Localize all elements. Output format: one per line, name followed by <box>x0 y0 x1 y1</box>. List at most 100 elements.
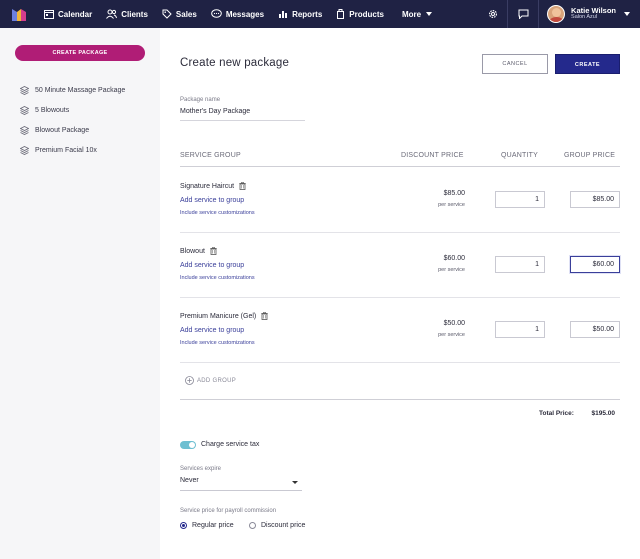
package-item[interactable]: 5 Blowouts <box>20 100 125 120</box>
total-divider <box>180 399 620 400</box>
quantity-input[interactable]: 1 <box>495 191 545 208</box>
create-button[interactable]: CREATE <box>555 54 620 74</box>
chat-bubble-icon <box>518 9 529 19</box>
package-item-label: 50 Minute Massage Package <box>35 86 126 94</box>
cancel-button[interactable]: CANCEL <box>482 54 548 74</box>
radio-selected-icon <box>180 522 187 529</box>
chevron-down-icon <box>292 481 298 484</box>
per-service-label: per service <box>438 267 465 273</box>
quantity-input[interactable]: 1 <box>495 256 545 273</box>
package-name-label: Package name <box>180 97 221 103</box>
nav-messages[interactable]: Messages <box>211 9 264 19</box>
package-icon <box>20 125 29 135</box>
add-service-link[interactable]: Add service to group <box>180 197 245 204</box>
header-quantity: QUANTITY <box>501 152 538 159</box>
package-list: 50 Minute Massage Package 5 Blowouts Blo… <box>20 80 125 160</box>
chevron-down-icon <box>624 12 630 16</box>
group-price-input[interactable]: $50.00 <box>570 321 620 338</box>
trash-icon[interactable] <box>261 312 268 320</box>
service-group-name: Premium Manicure (Gel) <box>180 312 257 320</box>
nav-clients-label: Clients <box>121 9 148 19</box>
nav-more-label: More <box>401 9 422 19</box>
service-group-name-wrap: Blowout <box>180 247 217 255</box>
trash-icon[interactable] <box>239 182 246 190</box>
discount-price: $50.00 <box>443 320 465 327</box>
nav-sales-label: Sales <box>175 9 197 19</box>
gear-icon <box>489 9 498 19</box>
header-discount-price: DISCOUNT PRICE <box>401 152 464 159</box>
add-group-button[interactable]: ADD GROUP <box>185 376 236 385</box>
nav-sales[interactable]: Sales <box>162 9 197 19</box>
user-name: Katie Wilson <box>571 6 616 16</box>
radio-discount-label: Discount price <box>261 522 306 529</box>
header-divider <box>180 166 620 167</box>
trash-icon[interactable] <box>210 247 217 255</box>
service-group-row: Premium Manicure (Gel) Add service to gr… <box>180 298 620 363</box>
charge-tax-toggle[interactable] <box>180 441 196 449</box>
products-icon <box>337 9 345 19</box>
nav-right-group: Katie Wilson Salon Azul <box>479 0 640 28</box>
package-item[interactable]: Blowout Package <box>20 120 125 140</box>
services-expire-value: Never <box>180 477 199 484</box>
package-icon <box>20 105 29 115</box>
radio-discount-price[interactable]: Discount price <box>249 522 305 529</box>
messages-icon <box>211 9 222 18</box>
avatar <box>547 5 566 23</box>
page-title: Create new package <box>180 57 290 69</box>
row-divider <box>180 297 620 298</box>
group-price-input[interactable]: $60.00 <box>570 256 620 273</box>
chat-button[interactable] <box>508 0 538 28</box>
nav-reports-label: Reports <box>292 9 323 19</box>
chevron-down-icon <box>426 12 433 16</box>
service-group-name: Blowout <box>180 247 205 255</box>
nav-divider <box>507 0 509 28</box>
service-group-name-wrap: Premium Manicure (Gel) <box>180 312 268 320</box>
user-location: Salon Azul <box>571 14 598 21</box>
radio-regular-price[interactable]: Regular price <box>180 522 234 529</box>
nav-more[interactable]: More <box>401 9 433 19</box>
clients-icon <box>106 9 118 19</box>
create-package-button[interactable]: CREATE PACKAGE <box>15 45 145 61</box>
add-service-link[interactable]: Add service to group <box>180 262 245 269</box>
quantity-input[interactable]: 1 <box>495 321 545 338</box>
discount-price: $85.00 <box>443 190 465 197</box>
settings-button[interactable] <box>479 0 507 28</box>
package-item[interactable]: 50 Minute Massage Package <box>20 80 125 100</box>
service-group-row: Signature Haircut Add service to group I… <box>180 168 620 233</box>
reports-icon <box>279 11 288 18</box>
include-customizations-link[interactable]: Include service customizations <box>180 210 255 216</box>
discount-price: $60.00 <box>443 255 465 262</box>
package-sidebar: CREATE PACKAGE 50 Minute Massage Package… <box>0 28 160 559</box>
nav-clients[interactable]: Clients <box>106 9 148 19</box>
include-customizations-link[interactable]: Include service customizations <box>180 275 255 281</box>
sales-icon <box>162 9 172 19</box>
user-menu[interactable]: Katie Wilson Salon Azul <box>539 0 640 28</box>
create-package-form: Create new package CANCEL CREATE Package… <box>160 28 640 559</box>
nav-reports[interactable]: Reports <box>278 9 322 19</box>
total-price-label: Total Price: <box>539 410 574 417</box>
add-service-link[interactable]: Add service to group <box>180 327 245 334</box>
nav-calendar[interactable]: Calendar <box>44 9 92 19</box>
calendar-icon <box>44 10 54 19</box>
per-service-label: per service <box>438 202 465 208</box>
nav-products[interactable]: Products <box>336 9 384 19</box>
include-customizations-link[interactable]: Include service customizations <box>180 340 255 346</box>
package-item-label: Blowout Package <box>35 126 90 134</box>
services-expire-select[interactable]: Never <box>180 477 302 491</box>
user-info: Katie Wilson Salon Azul <box>571 7 616 21</box>
row-divider <box>180 232 620 233</box>
nav-divider <box>538 0 540 28</box>
payroll-commission-label: Service price for payroll commission <box>180 508 277 514</box>
app-logo[interactable] <box>12 8 26 21</box>
header-service-group: SERVICE GROUP <box>180 152 241 159</box>
package-item-label: 5 Blowouts <box>35 106 70 114</box>
nav-messages-label: Messages <box>225 9 265 19</box>
service-group-name: Signature Haircut <box>180 182 235 190</box>
package-name-input[interactable]: Mother's Day Package <box>180 108 305 121</box>
package-icon <box>20 145 29 155</box>
nav-products-label: Products <box>349 9 384 19</box>
group-price-input[interactable]: $85.00 <box>570 191 620 208</box>
package-item[interactable]: Premium Facial 10x <box>20 140 125 160</box>
radio-regular-label: Regular price <box>192 522 234 529</box>
total-price-value: $195.00 <box>591 410 616 417</box>
